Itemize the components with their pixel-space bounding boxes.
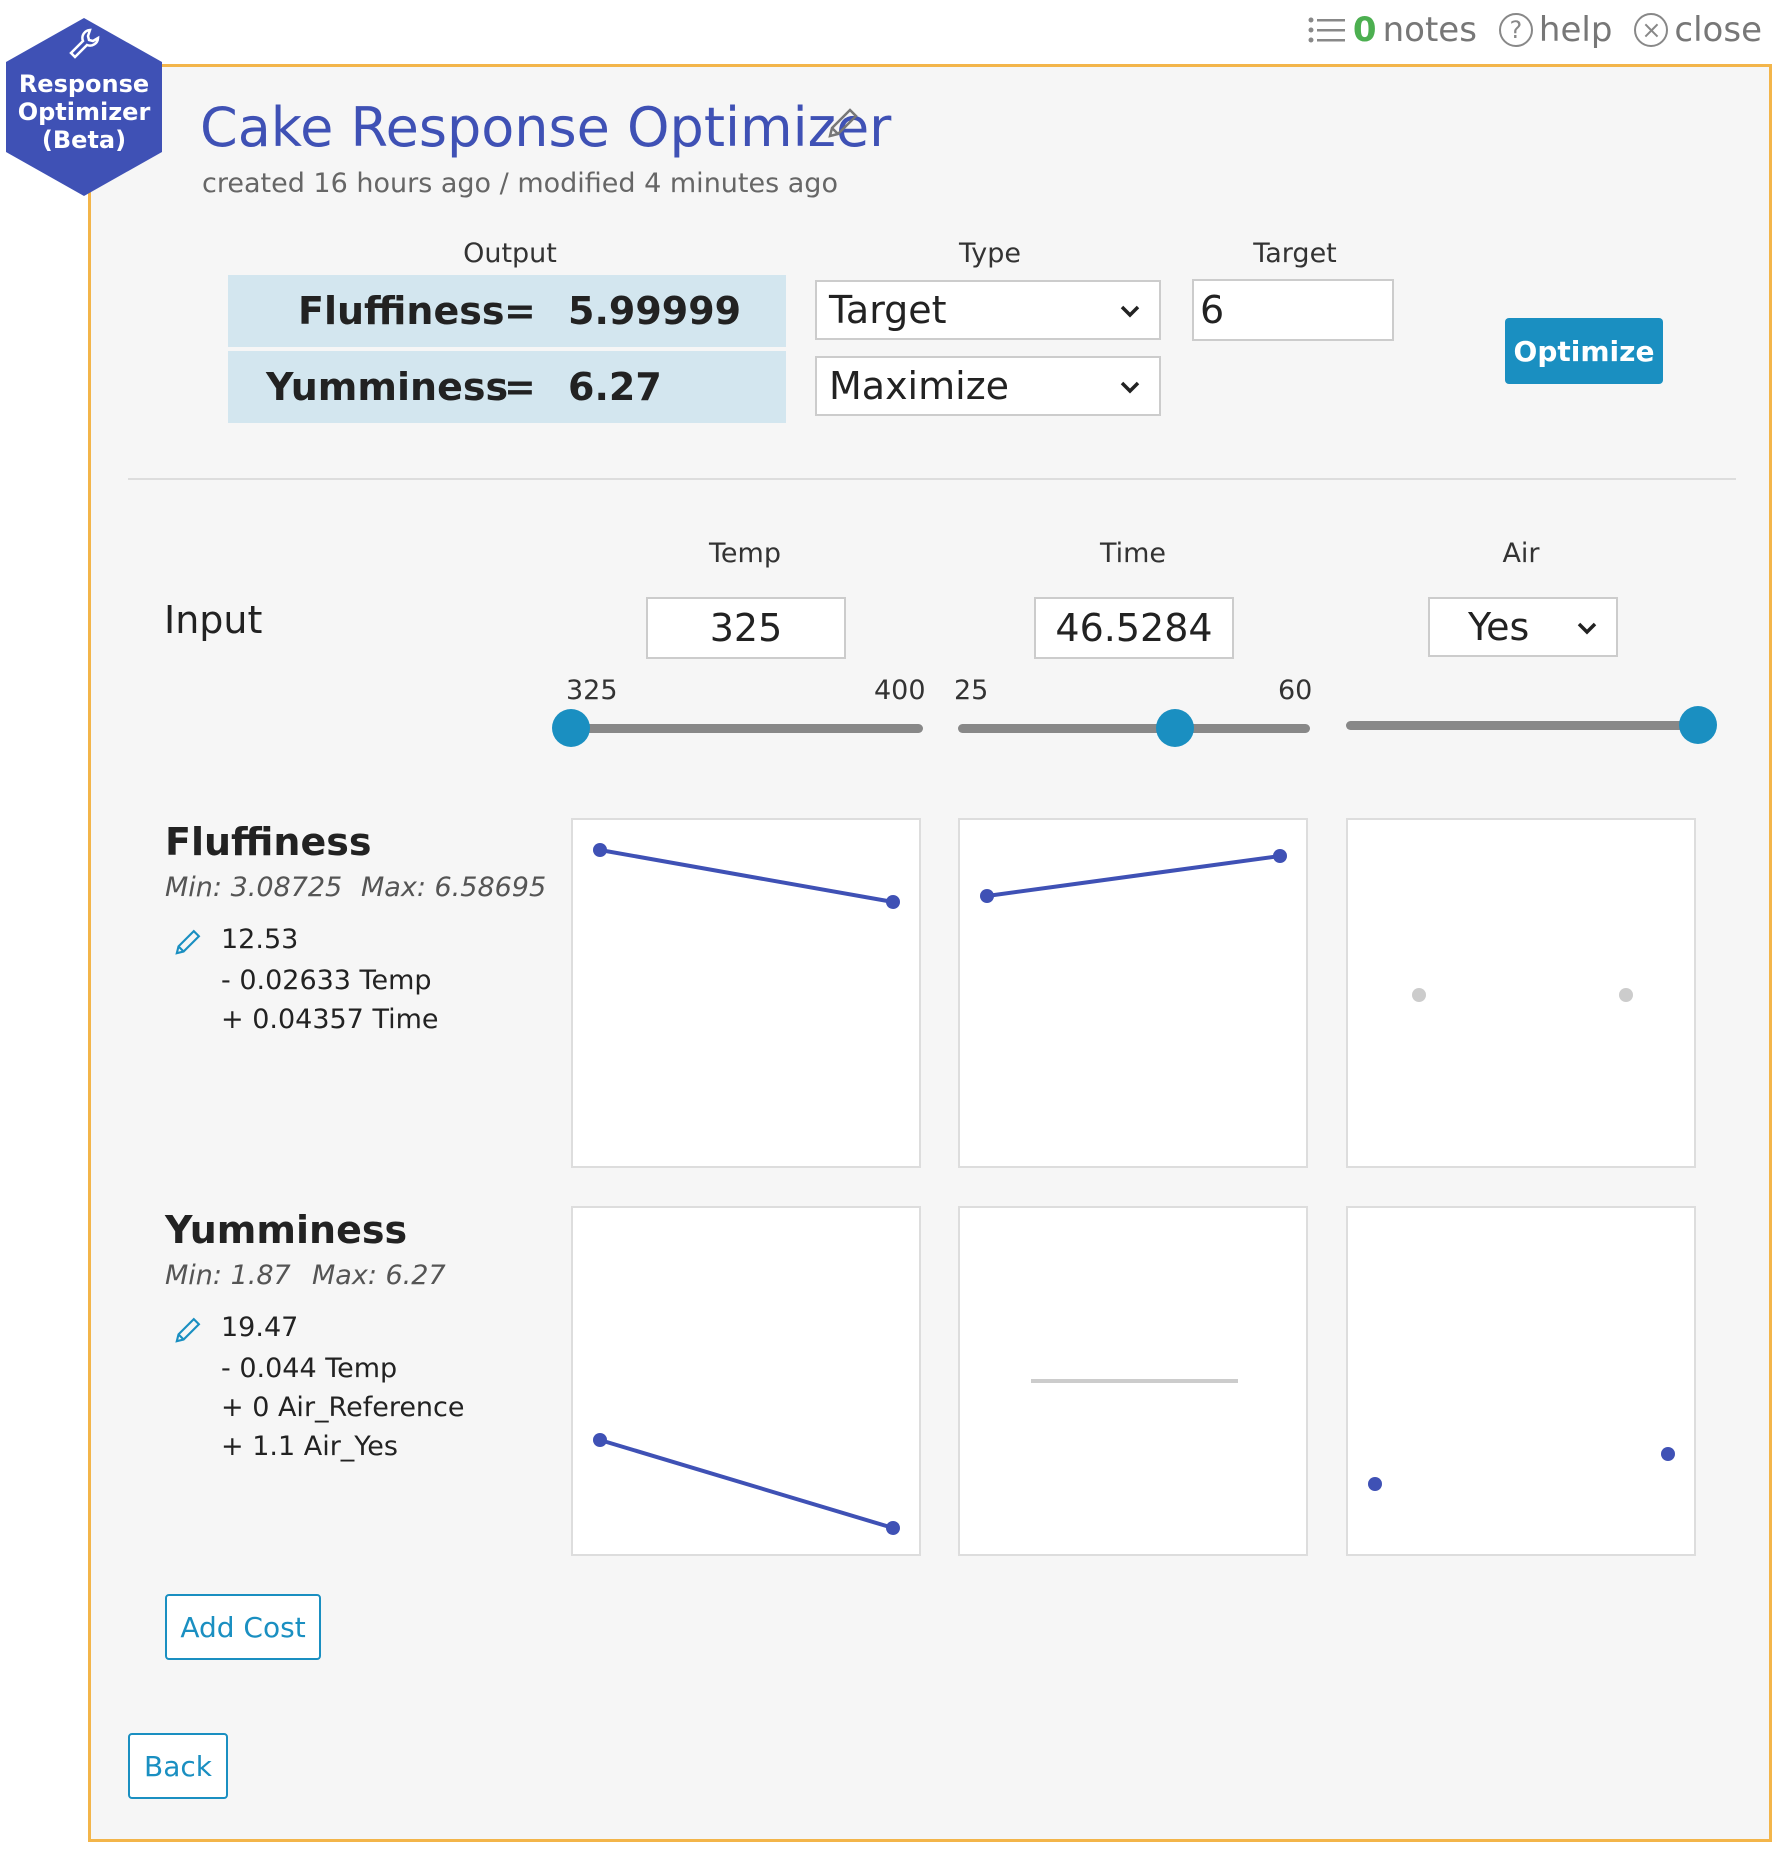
temp-slider-thumb[interactable] [552,709,590,747]
output-col-header: Output [463,238,557,269]
response-max: Max: 6.58695 [361,872,547,903]
effect-point [593,1433,607,1447]
air-slider-track[interactable] [1346,721,1698,730]
air-select[interactable]: Yes [1428,597,1618,657]
output-name: Fluffiness [298,289,505,333]
chevron-down-icon [1577,622,1597,635]
output-name: Yumminess [266,365,509,409]
plot-fluffiness-air [1346,818,1696,1168]
effect-point [1412,988,1426,1002]
select-value: Target [829,288,947,332]
equation-line: + 0.04357 Time [221,1004,439,1035]
equation-line: + 0 Air_Reference [221,1392,465,1423]
output-row-yumminess: Yumminess = 6.27 [228,351,786,423]
output-row-fluffiness: Fluffiness = 5.99999 [228,275,786,347]
time-slider-track[interactable] [958,724,1310,733]
equation-line: 12.53 [221,924,299,955]
page-subtitle: created 16 hours ago / modified 4 minute… [202,168,838,199]
section-divider [128,478,1736,480]
effect-point [886,895,900,909]
close-icon: × [1634,13,1669,47]
target-col-header: Target [1253,238,1337,269]
response-max: Max: 6.27 [312,1260,446,1291]
type-select-yumminess[interactable]: Maximize [815,356,1161,416]
notes-label: notes [1382,10,1477,50]
top-toolbar: 0 notes ? help × close [1307,10,1762,50]
response-min: Min: 1.87 [165,1260,291,1291]
time-min-label: 25 [954,675,989,706]
plot-yumminess-air [1346,1206,1696,1556]
add-cost-button[interactable]: Add Cost [165,1594,321,1660]
temp-min-label: 325 [566,675,618,706]
notes-count: 0 [1352,10,1377,50]
edit-equation-icon[interactable] [170,1314,204,1348]
help-link[interactable]: ? help [1498,10,1613,50]
effect-line [599,848,894,904]
factor-header-time: Time [1099,538,1167,569]
response-name-yumminess: Yumminess [165,1208,408,1252]
optimize-button[interactable]: Optimize [1505,318,1663,384]
effect-point [980,889,994,903]
close-label: close [1674,10,1762,50]
output-eq: = [504,289,536,333]
help-icon: ? [1498,13,1533,47]
effect-line [599,1438,894,1530]
plot-yumminess-time [958,1206,1308,1556]
plot-yumminess-temp [571,1206,921,1556]
list-icon [1308,17,1345,43]
select-value: Maximize [829,364,1010,408]
equation-line: - 0.02633 Temp [221,965,432,996]
time-input[interactable]: 46.5284 [1034,597,1234,659]
edit-title-icon[interactable] [822,104,862,144]
chevron-down-icon [1120,305,1140,318]
temp-max-label: 400 [874,675,926,706]
air-slider-thumb[interactable] [1679,706,1717,744]
equation-line: 19.47 [221,1312,299,1343]
equation-line: - 0.044 Temp [221,1353,398,1384]
plot-fluffiness-time [958,818,1308,1168]
factor-header-air: Air [1502,538,1540,569]
effect-point [1368,1477,1382,1491]
type-col-header: Type [958,238,1021,269]
type-select-fluffiness[interactable]: Target [815,280,1161,340]
select-value: Yes [1468,605,1530,649]
chevron-down-icon [1120,381,1140,394]
wrench-icon [69,28,100,59]
equation-line: + 1.1 Air_Yes [221,1431,398,1462]
target-input-fluffiness[interactable]: 6 [1192,279,1394,341]
effect-point [1661,1447,1675,1461]
temp-input[interactable]: 325 [646,597,846,659]
plot-fluffiness-temp [571,818,921,1168]
close-link[interactable]: × close [1634,10,1762,50]
output-eq: = [504,365,536,409]
help-label: help [1538,10,1613,50]
effect-point [1619,988,1633,1002]
effect-line [986,854,1281,898]
time-slider-thumb[interactable] [1155,709,1194,747]
back-button[interactable]: Back [128,1733,228,1799]
app-badge [6,18,162,196]
edit-equation-icon[interactable] [170,926,204,960]
effect-point [886,1521,900,1535]
page-title: Cake Response Optimizer [200,96,892,159]
factor-header-temp: Temp [709,538,781,569]
temp-slider-track[interactable] [571,724,923,733]
effect-point [1273,849,1287,863]
response-name-fluffiness: Fluffiness [165,820,372,864]
effect-point [593,843,607,857]
output-values: Fluffiness = 5.99999 Yumminess = 6.27 [228,275,786,425]
output-value: 6.27 [568,365,662,409]
input-section-label: Input [164,598,263,642]
response-min: Min: 3.08725 [165,872,343,903]
notes-link[interactable]: 0 notes [1307,10,1477,50]
badge-label: Response Optimizer (Beta) [17,70,151,154]
output-value: 5.99999 [568,289,742,333]
time-max-label: 60 [1278,675,1313,706]
